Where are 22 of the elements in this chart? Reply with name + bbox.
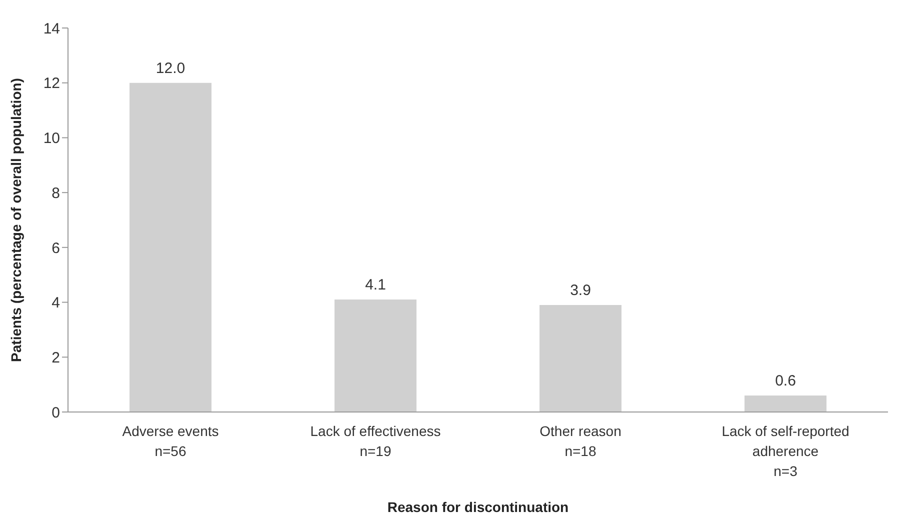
data-label: 0.6 (775, 372, 796, 390)
y-tick-label: 6 (52, 240, 60, 257)
x-tick-label: Lack of effectiveness n=19 (310, 423, 441, 459)
y-tick-label: 10 (43, 130, 60, 148)
y-tick-label: 4 (52, 294, 60, 312)
bar (540, 305, 622, 412)
x-tick-label: Lack of self-reported adherence n=3 (722, 423, 850, 479)
data-label: 3.9 (570, 282, 591, 300)
y-axis-title: Patients (percentage of overall population) (8, 78, 24, 362)
x-tick-label: Other reason n=18 (540, 423, 622, 459)
bar (130, 82, 212, 412)
x-axis-title: Reason for discontinuation (387, 499, 569, 515)
data-label: 4.1 (365, 276, 386, 294)
bar (334, 300, 416, 412)
y-tick-label: 0 (52, 404, 60, 422)
y-tick-label: 8 (52, 184, 60, 202)
y-tick-label: 14 (43, 20, 60, 38)
y-tick-label: 12 (43, 75, 60, 92)
y-tick-label: 2 (52, 349, 60, 366)
bar (744, 396, 826, 412)
data-label: 12.0 (156, 60, 186, 77)
x-tick-label: Adverse events n=56 (122, 423, 219, 459)
